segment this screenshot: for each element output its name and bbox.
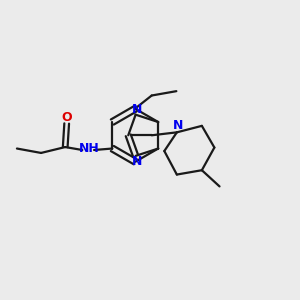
Text: N: N [173, 119, 184, 132]
Text: NH: NH [78, 142, 99, 155]
Text: N: N [132, 103, 142, 116]
Text: N: N [132, 155, 142, 168]
Text: O: O [61, 111, 72, 124]
